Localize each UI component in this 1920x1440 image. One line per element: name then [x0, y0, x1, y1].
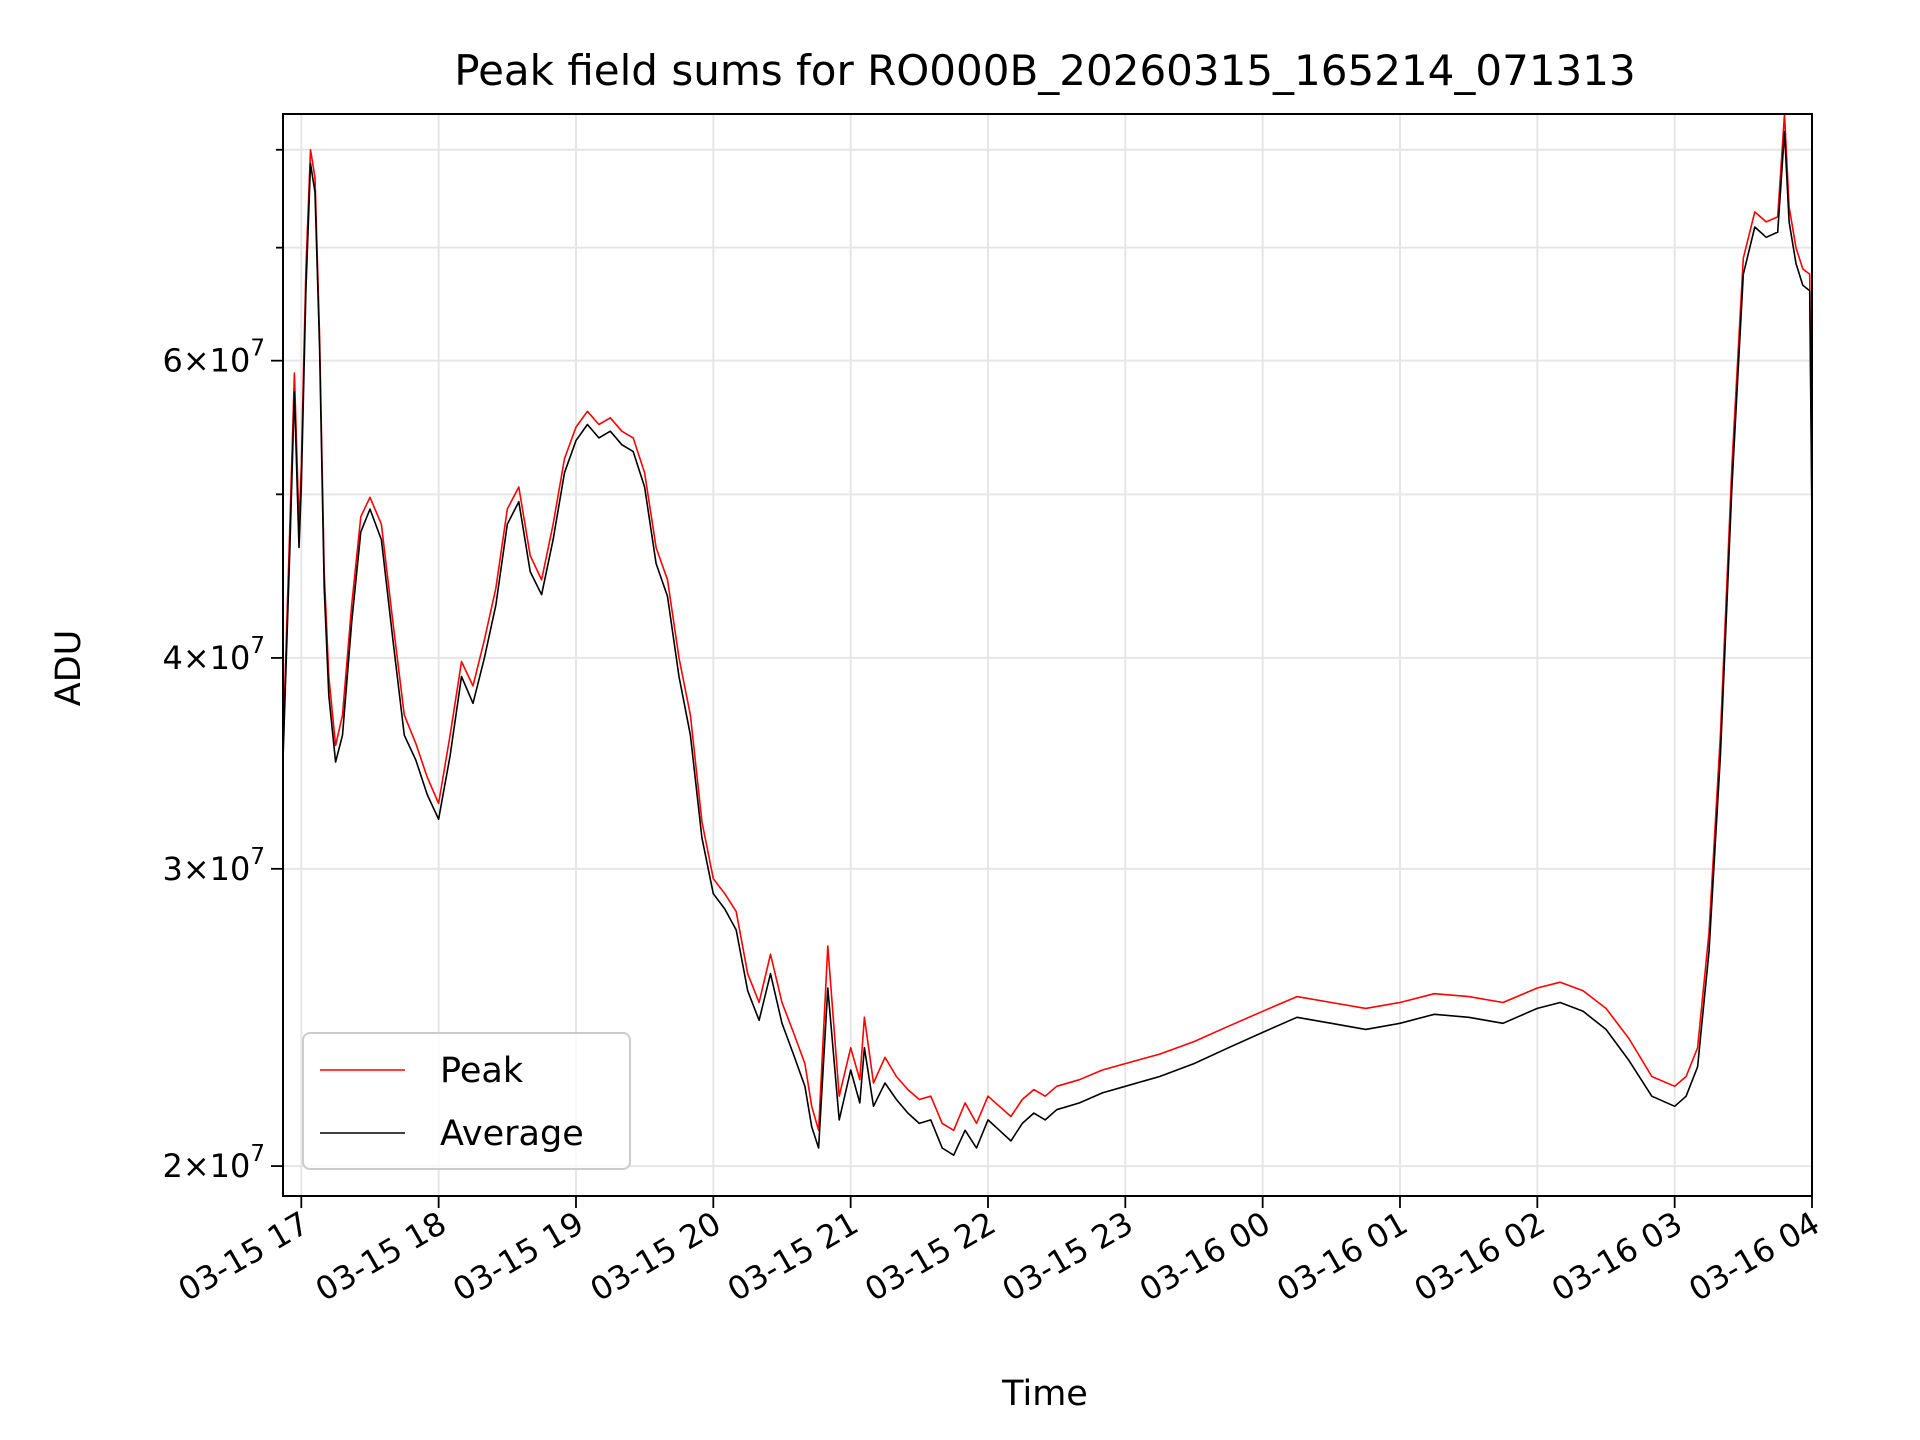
y-tick-mantissa: 6	[162, 342, 182, 380]
y-tick-times: ×	[183, 342, 210, 380]
y-tick-times: ×	[183, 850, 210, 888]
y-tick-exponent: 7	[250, 844, 265, 870]
y-tick-base: 10	[210, 850, 251, 888]
y-tick-label: 2×107	[162, 1141, 265, 1185]
y-tick-times: ×	[183, 1147, 210, 1185]
y-tick-base: 10	[210, 1147, 251, 1185]
x-axis-label: Time	[1001, 1374, 1088, 1414]
y-tick-mantissa: 3	[162, 850, 182, 888]
y-tick-label: 3×107	[162, 844, 265, 888]
series-line-peak	[283, 114, 1812, 1132]
y-tick-mantissa: 4	[162, 639, 182, 677]
legend-box	[302, 1032, 631, 1170]
series-line-average	[283, 130, 1812, 1156]
legend-label-peak: Peak	[440, 1051, 524, 1091]
y-tick-mantissa: 2	[162, 1147, 182, 1185]
y-tick-exponent: 7	[250, 336, 265, 362]
y-tick-label: 4×107	[162, 633, 265, 677]
y-tick-exponent: 7	[250, 633, 265, 659]
plot-area-frame	[282, 113, 1813, 1197]
chart-title: Peak field sums for RO000B_20260315_1652…	[454, 46, 1635, 95]
y-axis-label: ADU	[49, 630, 89, 707]
legend-label-average: Average	[440, 1114, 584, 1154]
y-tick-label: 6×107	[162, 336, 265, 380]
grid	[283, 114, 1813, 1196]
series-layer	[283, 114, 1812, 1156]
y-tick-base: 10	[210, 342, 251, 380]
legend: Peak Average	[302, 1032, 631, 1170]
y-tick-times: ×	[183, 639, 210, 677]
y-tick-exponent: 7	[250, 1141, 265, 1167]
y-tick-base: 10	[210, 639, 251, 677]
